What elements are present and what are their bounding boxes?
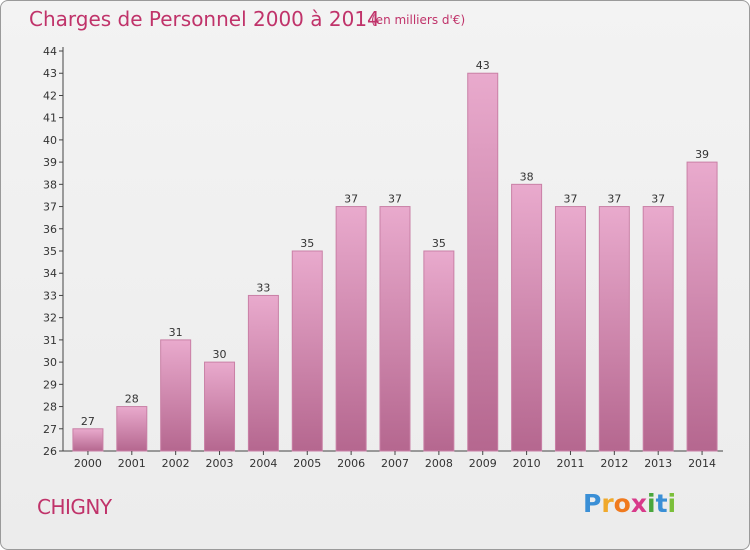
town-name: CHIGNY: [37, 495, 112, 519]
logo-letter: i: [667, 489, 677, 518]
y-tick-label: 40: [43, 134, 57, 147]
data-label-2004: 33: [256, 281, 270, 294]
data-label-2000: 27: [81, 415, 95, 428]
x-tick-label-2009: 2009: [469, 457, 497, 470]
y-tick-label: 36: [43, 223, 57, 236]
logo-letter: t: [655, 489, 668, 518]
y-tick-label: 29: [43, 378, 57, 391]
bar-2010: [511, 183, 543, 452]
data-label-2001: 28: [125, 393, 139, 406]
data-label-2002: 31: [169, 326, 183, 339]
y-tick-label: 39: [43, 156, 57, 169]
x-tick-label-2004: 2004: [249, 457, 277, 470]
bar-2000: [72, 428, 104, 452]
bar-2005: [291, 250, 323, 452]
data-label-2005: 35: [300, 237, 314, 250]
x-tick-label-2012: 2012: [600, 457, 628, 470]
logo-letter: r: [601, 489, 614, 518]
y-tick-label: 31: [43, 334, 57, 347]
x-tick-label-2000: 2000: [74, 457, 102, 470]
bar-2009: [467, 72, 499, 452]
y-tick-label: 44: [43, 45, 57, 58]
bar-2014: [686, 161, 718, 452]
bar-2013: [642, 206, 674, 452]
x-tick-label-2008: 2008: [425, 457, 453, 470]
x-tick-label-2001: 2001: [118, 457, 146, 470]
logo-letter: x: [630, 489, 647, 518]
bar-2001: [116, 406, 148, 452]
y-tick-label: 35: [43, 245, 57, 258]
y-tick-label: 43: [43, 67, 57, 80]
bar-2011: [554, 206, 586, 452]
x-tick-label-2003: 2003: [206, 457, 234, 470]
bar-2002: [160, 339, 192, 452]
y-tick-label: 28: [43, 401, 57, 414]
x-tick-label-2002: 2002: [162, 457, 190, 470]
y-tick-label: 27: [43, 423, 57, 436]
data-label-2013: 37: [651, 193, 665, 206]
proxiti-logo: Proxiti: [583, 489, 676, 518]
y-tick-label: 30: [43, 356, 57, 369]
y-tick-label: 38: [43, 178, 57, 191]
x-tick-label-2013: 2013: [644, 457, 672, 470]
x-tick-label-2011: 2011: [556, 457, 584, 470]
data-label-2012: 37: [607, 193, 621, 206]
y-tick-label: 33: [43, 289, 57, 302]
bar-2006: [335, 206, 367, 452]
data-label-2007: 37: [388, 193, 402, 206]
bar-2007: [379, 206, 411, 452]
bar-2003: [204, 361, 236, 452]
bar-2012: [598, 206, 630, 452]
data-label-2008: 35: [432, 237, 446, 250]
logo-letter: P: [583, 489, 602, 518]
data-label-2014: 39: [695, 148, 709, 161]
x-tick-label-2006: 2006: [337, 457, 365, 470]
bar-2004: [247, 294, 279, 452]
x-tick-label-2014: 2014: [688, 457, 716, 470]
y-tick-label: 26: [43, 445, 57, 458]
chart-title: Charges de Personnel 2000 à 2014: [29, 7, 380, 31]
x-tick-label-2010: 2010: [513, 457, 541, 470]
x-tick-label-2005: 2005: [293, 457, 321, 470]
logo-letter: i: [647, 489, 656, 518]
y-tick-label: 41: [43, 112, 57, 125]
bar-2008: [423, 250, 455, 452]
y-tick-label: 32: [43, 312, 57, 325]
data-label-2011: 37: [563, 193, 577, 206]
data-label-2003: 30: [213, 348, 227, 361]
logo-letter: o: [613, 489, 631, 518]
data-label-2009: 43: [476, 59, 490, 72]
chart-subtitle: (en milliers d'€): [371, 13, 466, 27]
y-tick-label: 42: [43, 89, 57, 102]
x-tick-label-2007: 2007: [381, 457, 409, 470]
y-tick-label: 37: [43, 201, 57, 214]
data-label-2010: 38: [520, 170, 534, 183]
y-tick-label: 34: [43, 267, 57, 280]
data-label-2006: 37: [344, 193, 358, 206]
